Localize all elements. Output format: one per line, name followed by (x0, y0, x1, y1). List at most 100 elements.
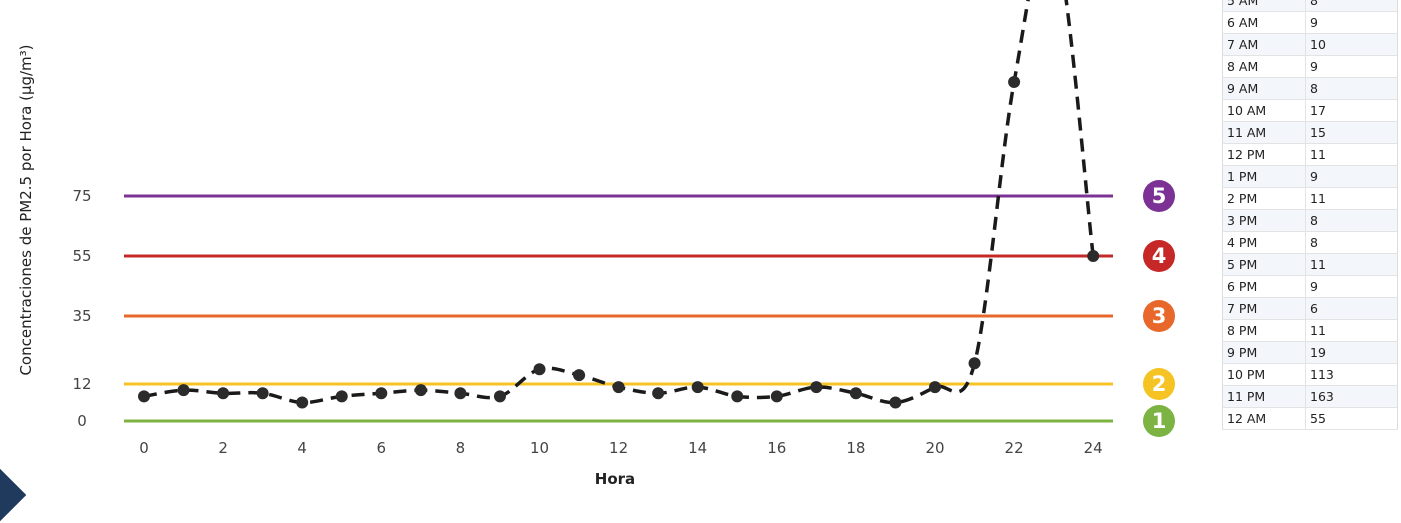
value-cell: 10 (1305, 33, 1398, 56)
hour-cell: 2 PM (1222, 187, 1306, 210)
x-tick-label: 20 (925, 439, 944, 457)
category-badge: 4 (1143, 240, 1175, 272)
category-badges: 1 2 3 4 5 (1143, 180, 1175, 437)
table-row: 10 PM 113 (1222, 363, 1398, 386)
data-point (1008, 76, 1021, 88)
table-row: 12 PM 11 (1222, 143, 1398, 166)
category-badge: 1 (1143, 405, 1175, 437)
value-cell: 8 (1305, 77, 1398, 100)
table-row: 5 PM 11 (1222, 253, 1398, 276)
data-point (929, 381, 941, 394)
table-row: 11 AM 15 (1222, 121, 1398, 144)
x-tick-label: 16 (767, 439, 786, 457)
data-point (573, 369, 586, 382)
table-row: 7 AM 10 (1222, 33, 1398, 56)
value-cell: 8 (1305, 209, 1398, 232)
value-cell: 9 (1305, 55, 1398, 78)
hourly-data-table: 5 AM 8 6 AM 9 7 AM 10 8 AM 9 9 AM 8 10 AM 17 11 AM 15… (1222, 0, 1398, 430)
hour-cell: 5 AM (1222, 0, 1306, 12)
series-line (143, 0, 1095, 405)
table-row: 1 PM 9 (1222, 165, 1398, 188)
hour-cell: 12 AM (1222, 407, 1306, 430)
y-tick-label: 55 (72, 247, 91, 265)
data-point (1087, 250, 1100, 262)
svg-text:3: 3 (1152, 304, 1167, 328)
x-tick-label: 6 (377, 439, 387, 457)
x-tick-label: 18 (846, 439, 865, 457)
hour-cell: 5 PM (1222, 253, 1306, 276)
value-cell: 8 (1305, 0, 1398, 12)
data-point (849, 387, 862, 400)
table-row: 3 PM 8 (1222, 209, 1398, 232)
data-point (493, 390, 506, 403)
category-badge: 2 (1143, 368, 1175, 400)
data-point (889, 396, 902, 409)
hour-cell: 9 AM (1222, 77, 1306, 100)
value-cell: 11 (1305, 143, 1398, 166)
data-point (770, 390, 783, 403)
value-cell: 163 (1305, 385, 1398, 408)
hour-cell: 11 AM (1222, 121, 1306, 144)
category-badge: 3 (1143, 300, 1175, 332)
table-row: 5 AM 8 (1222, 0, 1398, 12)
hour-cell: 10 PM (1222, 363, 1306, 386)
hour-cell: 1 PM (1222, 165, 1306, 188)
x-tick-label: 8 (456, 439, 466, 457)
data-point (335, 390, 348, 403)
x-tick-label: 22 (1005, 439, 1024, 457)
category-badge: 5 (1143, 180, 1175, 212)
svg-text:2: 2 (1152, 372, 1167, 396)
data-point (612, 381, 625, 394)
hour-cell: 10 AM (1222, 99, 1306, 122)
hour-cell: 7 PM (1222, 297, 1306, 320)
table-row: 2 PM 11 (1222, 187, 1398, 210)
hour-cell: 11 PM (1222, 385, 1306, 408)
value-cell: 9 (1305, 165, 1398, 188)
value-cell: 17 (1305, 99, 1398, 122)
data-point (810, 381, 823, 394)
y-axis-ticks: 0 12 35 55 75 (72, 187, 91, 430)
y-tick-label: 0 (77, 412, 87, 430)
hour-cell: 7 AM (1222, 33, 1306, 56)
hour-cell: 3 PM (1222, 209, 1306, 232)
value-cell: 11 (1305, 319, 1398, 342)
table-row: 4 PM 8 (1222, 231, 1398, 254)
data-point (533, 363, 546, 376)
table-row: 12 AM 55 (1222, 407, 1398, 430)
value-cell: 6 (1305, 297, 1398, 320)
svg-text:5: 5 (1152, 184, 1167, 208)
hour-cell: 12 PM (1222, 143, 1306, 166)
data-point (652, 387, 665, 400)
x-axis-ticks: 0 2 4 6 8 10 12 14 16 18 20 22 24 (139, 439, 1103, 457)
value-cell: 11 (1305, 187, 1398, 210)
value-cell: 9 (1305, 11, 1398, 34)
data-point (138, 390, 150, 403)
data-point (968, 357, 981, 370)
y-tick-label: 12 (72, 375, 91, 393)
value-cell: 15 (1305, 121, 1398, 144)
x-tick-label: 0 (139, 439, 149, 457)
x-tick-label: 14 (688, 439, 707, 457)
hour-cell: 4 PM (1222, 231, 1306, 254)
x-tick-label: 10 (530, 439, 549, 457)
table-row: 11 PM 163 (1222, 385, 1398, 408)
table-row: 8 PM 11 (1222, 319, 1398, 342)
data-point (454, 387, 467, 400)
table-row: 10 AM 17 (1222, 99, 1398, 122)
table-row: 9 PM 19 (1222, 341, 1398, 364)
hour-cell: 8 AM (1222, 55, 1306, 78)
hour-cell: 6 PM (1222, 275, 1306, 298)
value-cell: 113 (1305, 363, 1398, 386)
data-point (691, 381, 704, 394)
value-cell: 8 (1305, 231, 1398, 254)
table-row: 8 AM 9 (1222, 55, 1398, 78)
table-row: 6 AM 9 (1222, 11, 1398, 34)
hour-cell: 6 AM (1222, 11, 1306, 34)
data-point (375, 387, 388, 400)
hour-cell: 8 PM (1222, 319, 1306, 342)
table-row: 6 PM 9 (1222, 275, 1398, 298)
x-tick-label: 12 (609, 439, 628, 457)
value-cell: 9 (1305, 275, 1398, 298)
x-tick-label: 2 (218, 439, 228, 457)
